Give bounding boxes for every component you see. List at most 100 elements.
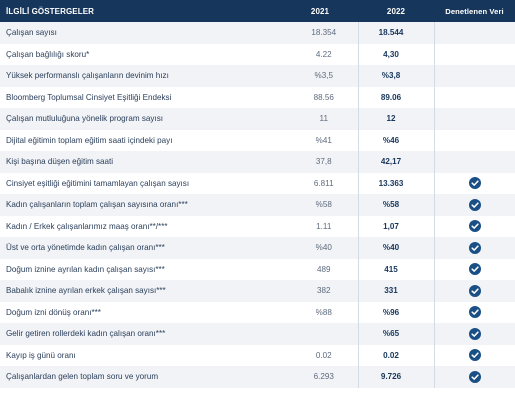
value-2021: 6.293 bbox=[282, 366, 358, 388]
verified-cell bbox=[433, 366, 515, 388]
value-2021: 11 bbox=[282, 108, 358, 130]
table-header-row: İLGİLİ GÖSTERGELER 2021 2022 Denetlenen … bbox=[0, 0, 515, 22]
value-2022: 18.544 bbox=[357, 22, 434, 44]
check-circle-icon bbox=[468, 220, 481, 233]
table-row: Cinsiyet eşitliği eğitimini tamamlayan ç… bbox=[0, 172, 515, 194]
table-row: Doğum izni dönüş oranı*** %88 %96 bbox=[0, 301, 515, 323]
check-circle-icon bbox=[468, 177, 481, 190]
verified-cell bbox=[433, 172, 515, 194]
indicator-label: Kişi başına düşen eğitim saati bbox=[0, 151, 282, 173]
value-2022: %46 bbox=[357, 129, 434, 151]
value-2021: %41 bbox=[282, 129, 358, 151]
value-2022: %58 bbox=[357, 194, 434, 216]
indicator-label: Kayıp iş günü oranı bbox=[0, 344, 282, 366]
indicator-label: Yüksek performanslı çalışanların devinim… bbox=[0, 65, 282, 87]
verified-cell bbox=[433, 129, 515, 151]
header-year-2021: 2021 bbox=[282, 0, 358, 22]
indicators-table: İLGİLİ GÖSTERGELER 2021 2022 Denetlenen … bbox=[0, 0, 515, 388]
value-2021 bbox=[282, 323, 358, 345]
value-2022: 42,17 bbox=[357, 151, 434, 173]
indicator-label: Babalık iznine ayrılan erkek çalışan say… bbox=[0, 280, 282, 302]
table-row: Kişi başına düşen eğitim saati 37,8 42,17 bbox=[0, 151, 515, 173]
value-2022: 4,30 bbox=[357, 43, 434, 65]
verified-cell bbox=[433, 301, 515, 323]
indicator-label: Gelir getiren rollerdeki kadın çalışan o… bbox=[0, 323, 282, 345]
check-circle-icon bbox=[468, 306, 481, 319]
table-row: Yüksek performanslı çalışanların devinim… bbox=[0, 65, 515, 87]
indicator-label: Dijital eğitimin toplam eğitim saati içi… bbox=[0, 129, 282, 151]
value-2022: 415 bbox=[357, 258, 434, 280]
check-circle-icon bbox=[468, 263, 481, 276]
table-row: Babalık iznine ayrılan erkek çalışan say… bbox=[0, 280, 515, 302]
indicator-label: Bloomberg Toplumsal Cinsiyet Eşitliği En… bbox=[0, 86, 282, 108]
verified-cell bbox=[433, 344, 515, 366]
table-row: Üst ve orta yönetimde kadın çalışan oran… bbox=[0, 237, 515, 259]
verified-cell bbox=[433, 86, 515, 108]
value-2021: 6.811 bbox=[282, 172, 358, 194]
value-2021: 88.56 bbox=[282, 86, 358, 108]
indicator-label: Çalışan bağlılığı skoru* bbox=[0, 43, 282, 65]
value-2022: 331 bbox=[357, 280, 434, 302]
indicator-label: Kadın çalışanların toplam çalışan sayısı… bbox=[0, 194, 282, 216]
value-2022: 12 bbox=[357, 108, 434, 130]
indicator-label: Çalışanlardan gelen toplam soru ve yorum bbox=[0, 366, 282, 388]
indicator-label: Üst ve orta yönetimde kadın çalışan oran… bbox=[0, 237, 282, 259]
verified-cell bbox=[433, 258, 515, 280]
value-2021: %58 bbox=[282, 194, 358, 216]
table-row: Bloomberg Toplumsal Cinsiyet Eşitliği En… bbox=[0, 86, 515, 108]
indicator-label: Kadın / Erkek çalışanlarımız maaş oranı*… bbox=[0, 215, 282, 237]
value-2021: 4.22 bbox=[282, 43, 358, 65]
value-2021: 1.11 bbox=[282, 215, 358, 237]
value-2022: %96 bbox=[357, 301, 434, 323]
value-2022: %40 bbox=[357, 237, 434, 259]
check-circle-icon bbox=[468, 327, 481, 340]
value-2021: %3,5 bbox=[282, 65, 358, 87]
header-verified: Denetlenen Veri bbox=[434, 0, 515, 22]
verified-cell bbox=[433, 43, 515, 65]
table-row: Kayıp iş günü oranı 0.02 0.02 bbox=[0, 344, 515, 366]
table-row: Gelir getiren rollerdeki kadın çalışan o… bbox=[0, 323, 515, 345]
check-circle-icon bbox=[468, 284, 481, 297]
table-row: Kadın çalışanların toplam çalışan sayısı… bbox=[0, 194, 515, 216]
check-circle-icon bbox=[468, 198, 481, 211]
indicator-label: Doğum iznine ayrılan kadın çalışan sayıs… bbox=[0, 258, 282, 280]
check-circle-icon bbox=[468, 241, 481, 254]
value-2021: 37,8 bbox=[282, 151, 358, 173]
table-row: Doğum iznine ayrılan kadın çalışan sayıs… bbox=[0, 258, 515, 280]
value-2022: %65 bbox=[357, 323, 434, 345]
indicator-label: Çalışan sayısı bbox=[0, 22, 282, 44]
indicator-label: Cinsiyet eşitliği eğitimini tamamlayan ç… bbox=[0, 172, 282, 194]
value-2022: 1,07 bbox=[357, 215, 434, 237]
value-2022: 9.726 bbox=[357, 366, 434, 388]
check-circle-icon bbox=[468, 370, 481, 383]
verified-cell bbox=[433, 215, 515, 237]
verified-cell bbox=[433, 194, 515, 216]
table-row: Çalışan sayısı 18.354 18.544 bbox=[0, 22, 515, 44]
check-circle-icon bbox=[468, 349, 481, 362]
verified-cell bbox=[433, 237, 515, 259]
table-row: Çalışanlardan gelen toplam soru ve yorum… bbox=[0, 366, 515, 388]
value-2021: %40 bbox=[282, 237, 358, 259]
indicator-label: Çalışan mutluluğuna yönelik program sayı… bbox=[0, 108, 282, 130]
table-row: Çalışan bağlılığı skoru* 4.22 4,30 bbox=[0, 43, 515, 65]
value-2022: 89.06 bbox=[357, 86, 434, 108]
value-2021: 0.02 bbox=[282, 344, 358, 366]
verified-cell bbox=[433, 323, 515, 345]
verified-cell bbox=[433, 65, 515, 87]
table-body: Çalışan sayısı 18.354 18.544 Çalışan bağlıl… bbox=[0, 22, 515, 388]
value-2021: 18.354 bbox=[282, 22, 358, 44]
header-indicators: İLGİLİ GÖSTERGELER bbox=[0, 0, 282, 22]
verified-cell bbox=[433, 280, 515, 302]
value-2022: %3,8 bbox=[357, 65, 434, 87]
table-row: Çalışan mutluluğuna yönelik program sayı… bbox=[0, 108, 515, 130]
value-2021: 489 bbox=[282, 258, 358, 280]
value-2021: 382 bbox=[282, 280, 358, 302]
table-row: Dijital eğitimin toplam eğitim saati içi… bbox=[0, 129, 515, 151]
table-row: Kadın / Erkek çalışanlarımız maaş oranı*… bbox=[0, 215, 515, 237]
value-2022: 13.363 bbox=[357, 172, 434, 194]
value-2021: %88 bbox=[282, 301, 358, 323]
header-year-2022: 2022 bbox=[358, 0, 434, 22]
verified-cell bbox=[433, 22, 515, 44]
verified-cell bbox=[433, 108, 515, 130]
value-2022: 0.02 bbox=[357, 344, 434, 366]
